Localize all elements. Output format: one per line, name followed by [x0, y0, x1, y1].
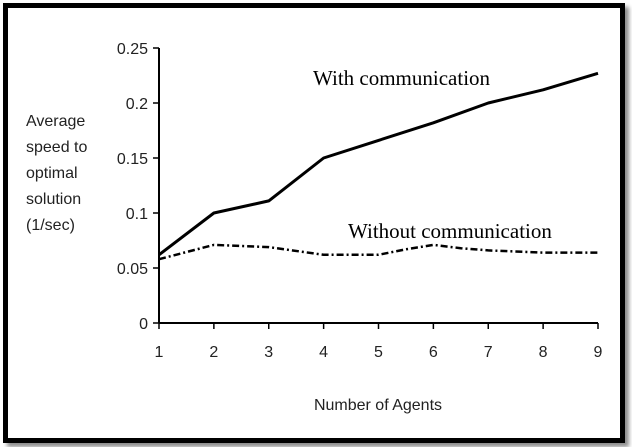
- x-tick-label: 7: [484, 344, 493, 361]
- y-tick-label: 0: [139, 316, 148, 333]
- x-tick-label: 2: [209, 344, 218, 361]
- x-tick-label: 4: [319, 344, 328, 361]
- y-axis-label-line: (1/sec): [26, 217, 75, 234]
- x-tick-label: 1: [155, 344, 164, 361]
- y-tick-label: 0.2: [126, 96, 148, 113]
- y-axis-label-line: Average: [26, 113, 85, 130]
- axes: [153, 47, 599, 329]
- y-axis-label-line: optimal: [26, 165, 78, 182]
- series-line-with-communication: [158, 71, 599, 256]
- chart-frame: [3, 3, 625, 443]
- y-tick-label: 0.25: [117, 41, 148, 58]
- x-axis-label: Number of Agents: [314, 397, 442, 414]
- x-tick-label: 8: [539, 344, 548, 361]
- y-tick-label: 0.1: [126, 206, 148, 223]
- y-axis-label-line: solution: [26, 191, 81, 208]
- x-tick-label: 5: [374, 344, 383, 361]
- series-label: With communication: [313, 66, 491, 90]
- y-tick-label: 0.15: [117, 151, 148, 168]
- tick-labels: 0 0.05 0.1 0.15 0.2 0.25 1 2 3 4 5 6 7 8 9: [117, 41, 603, 361]
- series-line-without-communication: [158, 243, 598, 261]
- y-axis-label: Average speed to optimal solution (1/sec): [26, 113, 87, 234]
- y-tick-label: 0.05: [117, 261, 148, 278]
- x-tick-label: 6: [429, 344, 438, 361]
- series-lines: [158, 71, 599, 261]
- series-labels: With communication Without communication: [313, 66, 552, 243]
- series-label: Without communication: [348, 219, 552, 243]
- x-tick-label: 9: [594, 344, 603, 361]
- y-axis-label-line: speed to: [26, 139, 87, 156]
- x-tick-label: 3: [264, 344, 273, 361]
